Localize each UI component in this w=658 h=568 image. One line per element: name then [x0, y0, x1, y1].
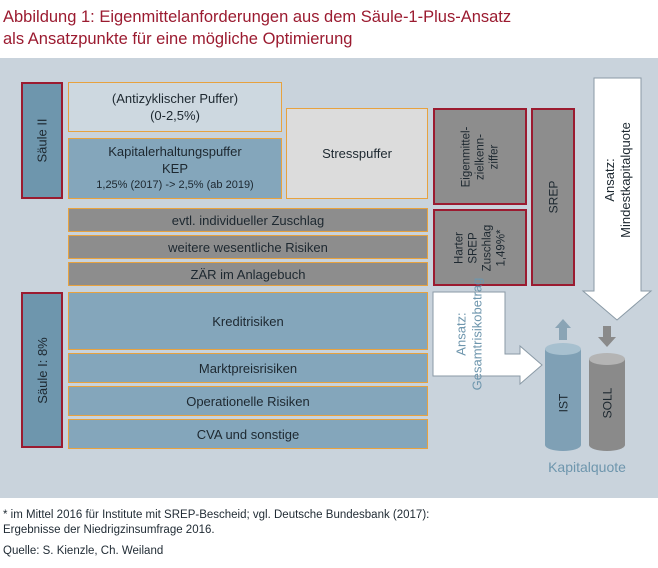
kep-line-3: 1,25% (2017) -> 2,5% (ab 2019): [96, 179, 254, 191]
kep-line-2: KEP: [161, 161, 188, 176]
stresspuffer-label: Stresspuffer: [322, 146, 392, 161]
figure-title: Abbildung 1: Eigenmittelanforderungen au…: [3, 6, 653, 50]
operationelle-risiken-label: Operationelle Risiken: [186, 393, 310, 409]
antizyklischer-puffer-box: (Antizyklischer Puffer) (0-2,5%): [68, 82, 282, 132]
mindestkapitalquote-arrow: [581, 77, 653, 321]
operationelle-risiken-box: Operationelle Risiken: [68, 386, 428, 416]
stresspuffer-box: Stresspuffer: [286, 108, 428, 199]
arrows-and-cylinders: [432, 77, 653, 451]
ist-cylinder: [545, 343, 581, 451]
zuschlag-box: evtl. individueller Zuschlag: [68, 208, 428, 232]
kapitalquote-label: Kapitalquote: [532, 456, 642, 478]
ansatz-gesamt-line-2: Gesamtrisikobetrag: [469, 277, 484, 391]
eigenmittelzielkennziffer-box: Eigenmittel- zielkenn- ziffer: [433, 108, 527, 205]
gesamtrisikobetrag-arrow: [432, 291, 543, 386]
antizyklisch-line-2: (0-2,5%): [150, 108, 200, 123]
footer: * im Mittel 2016 für Institute mit SREP-…: [0, 498, 658, 568]
soll-cylinder: [589, 353, 625, 451]
srep-box: SREP: [531, 108, 575, 286]
pillar-saeule-ii: Säule II: [21, 82, 63, 199]
risiken-label: weitere wesentliche Risiken: [168, 239, 328, 255]
harter-srep-zuschlag-box: Harter SREP Zuschlag 1,49%*: [433, 209, 527, 286]
zaer-box: ZÄR im Anlagebuch: [68, 262, 428, 286]
kapitalerhaltungspuffer-box: Kapitalerhaltungspuffer KEP 1,25% (2017)…: [68, 138, 282, 199]
zuschlag-label: evtl. individueller Zuschlag: [171, 212, 325, 228]
ist-up-arrow: [555, 319, 571, 340]
cva-box: CVA und sonstige: [68, 419, 428, 449]
zaer-label: ZÄR im Anlagebuch: [190, 266, 306, 282]
kep-line-1: Kapitalerhaltungspuffer: [108, 144, 242, 159]
soll-label-wrap: SOLL: [589, 373, 625, 433]
ansatz-gesamtrisikobetrag-label: Ansatz: Gesamtrisikobetrag: [434, 278, 504, 391]
risiken-box: weitere wesentliche Risiken: [68, 235, 428, 259]
cva-label: CVA und sonstige: [196, 426, 300, 442]
marktpreisrisiken-box: Marktpreisrisiken: [68, 353, 428, 383]
ansatz-mind-line-1: Ansatz:: [601, 158, 617, 202]
ansatz-mindestkapitalquote-label: Ansatz: Mindestkapitalquote: [594, 80, 641, 280]
source-text: Quelle: S. Kienzle, Ch. Weiland: [3, 545, 164, 557]
marktpreisrisiken-label: Marktpreisrisiken: [198, 360, 298, 376]
footnote-line-1: * im Mittel 2016 für Institute mit SREP-…: [3, 509, 430, 521]
soll-down-arrow: [598, 326, 616, 347]
title-line-1: Abbildung 1: Eigenmittelanforderungen au…: [3, 8, 512, 26]
kreditrisiken-box: Kreditrisiken: [68, 292, 428, 350]
kapitalquote-text: Kapitalquote: [548, 459, 626, 475]
soll-label: SOLL: [600, 387, 614, 419]
antizyklisch-line-1: (Antizyklischer Puffer): [111, 91, 239, 106]
pillar-saeule-i: Säule I: 8%: [21, 292, 63, 448]
title-line-2: als Ansatzpunkte für eine mögliche Optim…: [3, 30, 353, 48]
ist-label: IST: [555, 393, 570, 413]
diagram-panel: Säule II Säule I: 8% (Antizyklischer Puf…: [0, 58, 658, 498]
footnote: * im Mittel 2016 für Institute mit SREP-…: [3, 508, 643, 538]
kreditrisiken-label: Kreditrisiken: [212, 313, 284, 329]
ist-label-wrap: IST: [545, 373, 581, 433]
ansatz-gesamt-line-1: Ansatz:: [453, 312, 468, 356]
ansatz-mind-line-2: Mindestkapitalquote: [617, 122, 633, 238]
footnote-line-2: Ergebnisse der Niedrigzinsumfrage 2016.: [3, 524, 215, 536]
